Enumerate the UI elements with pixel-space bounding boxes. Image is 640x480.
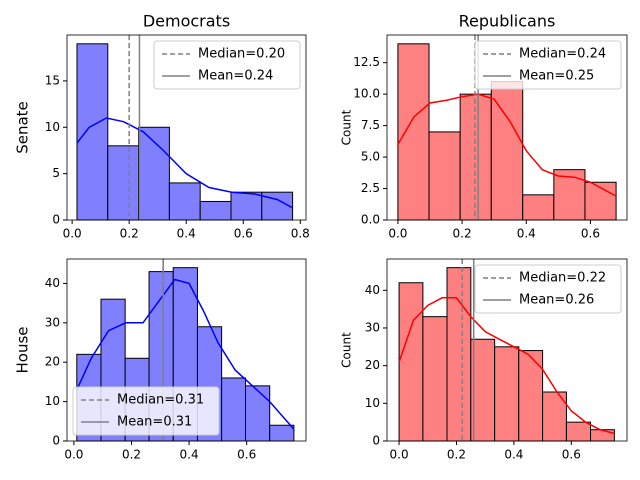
kde-line [76, 117, 293, 209]
bar [522, 194, 555, 221]
kde-line [76, 278, 295, 430]
x-tick-label: 0.4 [517, 227, 536, 241]
x-tick-label: 0.2 [453, 227, 472, 241]
y-tick-label: 5 [52, 166, 60, 180]
x-tick-label: 0.2 [447, 448, 466, 462]
x-tick-label: 0.8 [291, 227, 310, 241]
y-tick-label: 20 [365, 358, 380, 372]
bar [107, 145, 140, 221]
bar [230, 191, 263, 221]
y-tick-label: 7.5 [361, 118, 380, 132]
legend-label: Median=0.20 [198, 47, 285, 62]
legend-box [153, 40, 301, 90]
x-tick-label: 0.6 [237, 448, 256, 462]
bar [199, 200, 232, 221]
x-tick-label: 0.0 [63, 227, 82, 241]
x-tick-label: 0.2 [120, 227, 139, 241]
axes-frame [386, 34, 628, 221]
bar [590, 429, 615, 442]
bar [398, 282, 424, 442]
y-axis-label: Senate [14, 101, 32, 154]
kde-line [398, 297, 615, 435]
subplot-title: Republicans [459, 12, 556, 31]
bar [221, 377, 247, 442]
legend-label: Median=0.24 [519, 47, 606, 62]
bar [168, 182, 201, 221]
bar [553, 169, 586, 221]
y-axis-label: Count [340, 109, 354, 145]
y-tick-label: 30 [365, 320, 380, 334]
bar [245, 385, 271, 442]
y-axis-label: Count [340, 332, 354, 368]
axes-frame [386, 258, 628, 442]
x-tick-label: 0.4 [504, 448, 523, 462]
y-tick-label: 0 [52, 213, 60, 227]
bar [494, 346, 520, 442]
legend-label: Mean=0.31 [117, 415, 192, 430]
x-tick-label: 0.4 [180, 448, 199, 462]
subplot: 0.0 2.5 5.0 7.5 10.0 12.5 0.0 0.2 0.4 0.6 Republic… [340, 12, 628, 241]
bar [397, 43, 430, 221]
legend-label: Mean=0.24 [198, 69, 273, 84]
y-tick-label: 12.5 [353, 55, 380, 69]
y-tick-label: 2.5 [361, 181, 380, 195]
x-tick-label: 0.2 [122, 448, 141, 462]
legend-box [474, 40, 622, 90]
y-tick-label: 10 [365, 396, 380, 410]
y-tick-label: 15 [45, 73, 60, 87]
legend-label: Median=0.22 [519, 271, 606, 286]
subplot: 0 10 20 30 40 0.0 0.2 0.4 0.6 House Median=0.31 Mea… [14, 258, 307, 462]
y-tick-label: 0 [372, 434, 380, 448]
x-tick-label: 0.0 [388, 227, 407, 241]
bar [269, 424, 295, 442]
y-tick-label: 0.0 [361, 213, 380, 227]
bar [76, 43, 109, 221]
legend-box [474, 264, 622, 314]
y-tick-label: 20 [45, 355, 60, 369]
y-tick-label: 10.0 [353, 87, 380, 101]
subplot: 0 5 10 15 0.0 0.2 0.4 0.6 0.8 Democrats Senate Medi… [14, 12, 310, 241]
legend-label: Mean=0.26 [519, 293, 594, 308]
x-tick-label: 0.4 [177, 227, 196, 241]
y-tick-label: 40 [45, 276, 60, 290]
subplot-title: Democrats [143, 12, 230, 31]
bar [446, 267, 472, 442]
bar [459, 93, 492, 221]
x-tick-label: 0.0 [64, 448, 83, 462]
x-tick-label: 0.0 [390, 448, 409, 462]
x-tick-label: 0.6 [562, 448, 581, 462]
subplot: 0 10 20 30 40 0.0 0.2 0.4 0.6 Count Median=0.22 Mea… [340, 258, 628, 462]
x-tick-label: 0.6 [234, 227, 253, 241]
legend-label: Median=0.31 [117, 393, 204, 408]
axes-frame [66, 258, 307, 442]
legend-label: Mean=0.25 [519, 69, 594, 84]
y-tick-label: 40 [365, 283, 380, 297]
y-axis-label: House [14, 326, 32, 373]
x-tick-label: 0.6 [581, 227, 600, 241]
y-tick-label: 30 [45, 315, 60, 329]
y-tick-label: 10 [45, 394, 60, 408]
y-tick-label: 5.0 [361, 150, 380, 164]
legend-box [72, 386, 220, 436]
bar [565, 421, 592, 442]
bar [422, 316, 448, 442]
y-tick-label: 0 [52, 434, 60, 448]
kde-line [397, 93, 617, 197]
bar [518, 350, 544, 442]
bar [428, 131, 461, 221]
y-tick-label: 10 [45, 120, 60, 134]
